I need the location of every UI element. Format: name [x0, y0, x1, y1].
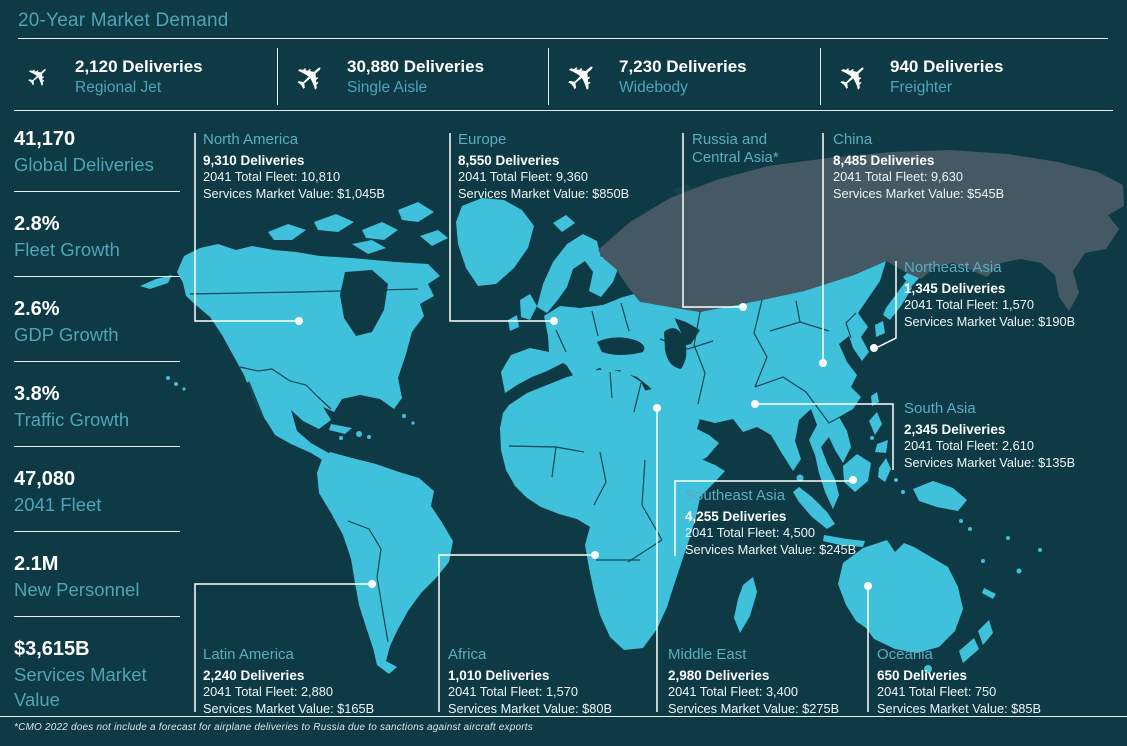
- region-services: Services Market Value: $545B: [833, 185, 1005, 201]
- stat-divider: [14, 616, 180, 617]
- region-name: North America: [203, 131, 299, 148]
- map-marker-dots: [295, 303, 878, 590]
- region-fleet: 2041 Total Fleet: 3,400: [668, 684, 798, 699]
- stat-divider: [14, 446, 180, 447]
- page-title: 20-Year Market Demand: [18, 10, 229, 31]
- region-deliveries: 650 Deliveries: [877, 668, 968, 683]
- region-name: Europe: [458, 131, 507, 148]
- footnote-divider: [0, 716, 1127, 717]
- region-fleet: 2041 Total Fleet: 750: [877, 684, 997, 699]
- region-name: Northeast Asia: [904, 259, 1002, 276]
- segment-divider: [820, 48, 821, 105]
- segment-divider: [548, 48, 549, 105]
- segment-value: 2,120 Deliveries: [75, 57, 203, 76]
- region-services: Services Market Value: $245B: [685, 541, 857, 557]
- region-fleet: 2041 Total Fleet: 9,360: [458, 169, 588, 184]
- region-callout-africa: Africa 1,010 Deliveries 2041 Total Fleet…: [448, 646, 688, 717]
- segment-value: 940 Deliveries: [890, 57, 1004, 76]
- region-deliveries: 1,345 Deliveries: [904, 281, 1006, 296]
- region-name: Russia and Central Asia*: [692, 131, 779, 166]
- region-deliveries: 9,310 Deliveries: [203, 153, 305, 168]
- footnote: *CMO 2022 does not include a forecast fo…: [14, 722, 533, 733]
- segment-value: 30,880 Deliveries: [347, 57, 485, 76]
- stat-services-market-value: $3,615B Services Market Value: [14, 638, 147, 710]
- stat-2041-fleet: 47,080 2041 Fleet: [14, 468, 102, 515]
- region-deliveries: 8,485 Deliveries: [833, 153, 935, 168]
- region-services: Services Market Value: $85B: [877, 700, 1042, 716]
- segment-widebody: ✈ 7,230 Deliveries Widebody: [556, 48, 747, 106]
- region-callout-oceania: Oceania 650 Deliveries 2041 Total Fleet:…: [877, 646, 1117, 717]
- segment-label: Single Aisle: [347, 79, 428, 96]
- region-fleet: 2041 Total Fleet: 1,570: [904, 297, 1034, 312]
- segment-single-aisle: ✈ 30,880 Deliveries Single Aisle: [286, 48, 485, 106]
- region-name: Africa: [448, 646, 487, 663]
- region-deliveries: 2,980 Deliveries: [668, 668, 770, 683]
- region-callout-russia-central-asia: Russia and Central Asia*: [692, 131, 796, 170]
- region-name: Latin America: [203, 646, 294, 663]
- region-name: South Asia: [904, 400, 976, 417]
- region-fleet: 2041 Total Fleet: 1,570: [448, 684, 578, 699]
- segment-divider: [277, 48, 278, 105]
- region-callout-northeast-asia: Northeast Asia 1,345 Deliveries 2041 Tot…: [904, 259, 1127, 330]
- russia-region-shape: [598, 150, 1124, 312]
- region-callout-china: China 8,485 Deliveries 2041 Total Fleet:…: [833, 131, 1073, 202]
- segment-freighter: ✈ 940 Deliveries Freighter: [829, 48, 1004, 106]
- region-services: Services Market Value: $275B: [668, 700, 840, 716]
- stat-divider: [14, 531, 180, 532]
- region-name: Middle East: [668, 646, 747, 663]
- region-services: Services Market Value: $80B: [448, 700, 613, 716]
- region-name: Southeast Asia: [685, 487, 786, 504]
- stat-new-personnel: 2.1M New Personnel: [14, 553, 140, 600]
- region-services: Services Market Value: $1,045B: [203, 185, 385, 201]
- stat-divider: [14, 191, 180, 192]
- stat-divider: [14, 276, 180, 277]
- region-callout-latin-america: Latin America 2,240 Deliveries 2041 Tota…: [203, 646, 443, 717]
- region-deliveries: 2,240 Deliveries: [203, 668, 305, 683]
- region-fleet: 2041 Total Fleet: 2,880: [203, 684, 333, 699]
- region-services: Services Market Value: $190B: [904, 313, 1076, 329]
- stat-global-deliveries: 41,170 Global Deliveries: [14, 128, 154, 175]
- region-deliveries: 8,550 Deliveries: [458, 153, 560, 168]
- region-services: Services Market Value: $165B: [203, 700, 375, 716]
- region-services: Services Market Value: $135B: [904, 454, 1076, 470]
- region-fleet: 2041 Total Fleet: 10,810: [203, 169, 341, 184]
- header-divider: [14, 110, 1113, 111]
- stat-traffic-growth: 3.8% Traffic Growth: [14, 383, 130, 430]
- region-callout-southeast-asia: Southeast Asia 4,255 Deliveries 2041 Tot…: [685, 487, 925, 558]
- region-deliveries: 4,255 Deliveries: [685, 509, 787, 524]
- region-name: Oceania: [877, 646, 933, 663]
- region-callout-south-asia: South Asia 2,345 Deliveries 2041 Total F…: [904, 400, 1127, 471]
- region-fleet: 2041 Total Fleet: 9,630: [833, 169, 963, 184]
- region-deliveries: 2,345 Deliveries: [904, 422, 1006, 437]
- stat-gdp-growth: 2.6% GDP Growth: [14, 298, 119, 345]
- stat-divider: [14, 361, 180, 362]
- region-callout-europe: Europe 8,550 Deliveries 2041 Total Fleet…: [458, 131, 698, 202]
- region-callout-middle-east: Middle East 2,980 Deliveries 2041 Total …: [668, 646, 908, 717]
- region-callout-north-america: North America 9,310 Deliveries 2041 Tota…: [203, 131, 443, 202]
- region-name: China: [833, 131, 873, 148]
- region-fleet: 2041 Total Fleet: 2,610: [904, 438, 1034, 453]
- stat-fleet-growth: 2.8% Fleet Growth: [14, 213, 120, 260]
- summary-stats-panel: 41,170 Global Deliveries 2.8% Fleet Grow…: [14, 126, 190, 712]
- segment-regional-jet: ✈ 2,120 Deliveries Regional Jet: [16, 48, 203, 106]
- segment-value: 7,230 Deliveries: [619, 57, 747, 76]
- segment-label: Widebody: [619, 79, 688, 96]
- title-underline: [18, 38, 1108, 39]
- region-fleet: 2041 Total Fleet: 4,500: [685, 525, 815, 540]
- segment-label: Freighter: [890, 79, 953, 96]
- region-services: Services Market Value: $850B: [458, 185, 630, 201]
- region-deliveries: 1,010 Deliveries: [448, 668, 550, 683]
- segment-label: Regional Jet: [75, 79, 162, 96]
